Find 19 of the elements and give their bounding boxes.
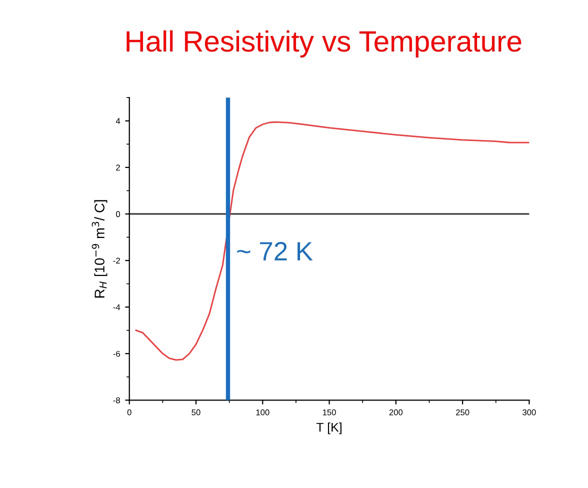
y-tick-label: -8 <box>113 397 120 404</box>
x-tick-label: 200 <box>389 409 403 416</box>
y-tick-label: -4 <box>113 304 120 310</box>
y-tick-label: -2 <box>113 258 120 264</box>
x-tick-label: 150 <box>322 409 336 416</box>
y-axis-title: R$_{H}$ [10$^{−9}$ m$^{3}$/ C] <box>92 200 108 298</box>
x-tick-label: 100 <box>256 409 270 416</box>
x-tick-label: 300 <box>522 409 536 416</box>
x-tick-label: 250 <box>456 409 470 416</box>
x-axis-title: T [K] <box>316 422 342 434</box>
x-tick-label: 0 <box>127 409 132 416</box>
y-tick-label: -6 <box>113 350 120 357</box>
y-tick-label: 2 <box>116 164 120 170</box>
y-tick-label: 0 <box>116 211 120 218</box>
line-series <box>135 121 530 361</box>
y-tick-label: 4 <box>116 118 120 124</box>
chart-title: Hall Resistivity vs Temperature <box>126 30 522 58</box>
x-tick-label: 50 <box>192 409 200 416</box>
ref-line-label: ~ 72 K <box>237 242 313 260</box>
